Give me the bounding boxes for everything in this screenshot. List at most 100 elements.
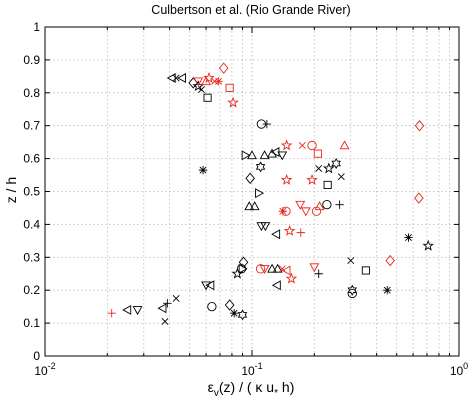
data-point-star — [280, 139, 293, 151]
data-point-tri-down — [132, 306, 143, 316]
data-point-tri-left — [177, 73, 187, 83]
data-point-plus — [314, 269, 323, 278]
data-point-square — [361, 266, 370, 275]
data-point-tri-up — [259, 150, 270, 160]
data-point-tri-up — [267, 263, 278, 273]
x-tick-label: 10-1 — [241, 361, 262, 378]
data-point-asterisk — [404, 233, 413, 242]
data-point-circle — [347, 288, 357, 299]
y-tick-label: 0.5 — [23, 185, 40, 199]
data-point-hexagram — [237, 309, 248, 321]
data-point-tri-right — [255, 188, 265, 199]
y-tick-label: 0.1 — [23, 316, 40, 330]
data-point-tri-down — [309, 263, 320, 273]
data-point-plus — [163, 299, 172, 308]
data-point-x — [197, 86, 205, 93]
data-point-x — [172, 74, 180, 82]
data-point-tri-right — [241, 150, 251, 161]
data-point-star — [231, 267, 244, 279]
data-point-x — [161, 317, 169, 325]
data-point-star — [422, 239, 435, 251]
data-point-tri-left — [271, 280, 281, 291]
data-point-hexagram — [331, 158, 341, 170]
data-point-tri-down — [260, 222, 271, 232]
data-point-asterisk — [214, 77, 223, 86]
y-axis-label: z / h — [3, 177, 19, 203]
data-point-diamond — [414, 192, 424, 204]
x-axis-label: εv(z) / ( κ u* h) — [208, 379, 295, 399]
data-point-x — [337, 173, 345, 181]
data-point-hexagram — [255, 161, 266, 173]
data-point-tri-down — [193, 77, 204, 87]
data-point-tri-down — [277, 151, 288, 161]
data-point-x — [172, 294, 180, 302]
data-point-tri-up — [339, 140, 350, 150]
data-point-circle — [322, 200, 332, 210]
data-point-diamond — [218, 62, 229, 74]
data-point-square — [323, 180, 332, 189]
x-tick-label: 10-2 — [34, 361, 55, 378]
data-point-tri-left — [281, 265, 291, 276]
data-point-tri-up — [247, 150, 257, 160]
y-tick-labels: 0 0.1 0.2 0.3 0.4 0.5 0.6 0.7 0.8 0.9 1 — [23, 20, 40, 363]
data-point-x — [315, 165, 323, 172]
data-point-square — [225, 83, 234, 92]
data-point-circle — [307, 140, 317, 151]
data-point-tri-up — [267, 148, 278, 158]
data-point-tri-left — [271, 229, 281, 240]
data-point-tri-up — [314, 201, 325, 211]
y-tick-label: 0.9 — [23, 53, 40, 67]
data-point-x — [298, 141, 306, 149]
data-point-tri-down — [300, 207, 311, 217]
data-point-asterisk — [278, 207, 288, 216]
plot-frame — [44, 26, 460, 357]
data-point-tri-left — [122, 304, 132, 315]
data-point-asterisk — [229, 309, 239, 318]
data-point-x — [278, 265, 286, 273]
grid-lines — [45, 27, 459, 356]
data-point-tri-up — [249, 201, 260, 211]
y-tick-label: 0.6 — [23, 152, 40, 166]
data-point-plus — [262, 119, 272, 129]
y-tick-label: 0.2 — [23, 283, 40, 297]
data-point-diamond — [245, 172, 255, 185]
data-point-tri-left — [205, 280, 215, 291]
data-point-tri-up — [244, 201, 255, 211]
data-point-star — [285, 272, 298, 284]
data-point-tri-down — [295, 200, 306, 210]
data-point-diamond — [385, 254, 395, 267]
data-point-circle — [207, 301, 217, 312]
data-point-square — [203, 93, 212, 102]
y-tick-label: 0.3 — [23, 250, 40, 264]
data-point-star — [306, 173, 318, 185]
y-tick-label: 0.8 — [23, 86, 40, 100]
data-point-circle — [255, 264, 266, 274]
data-point-asterisk — [383, 286, 392, 295]
data-point-square — [313, 149, 322, 158]
x-tick-label: 100 — [450, 361, 468, 378]
data-point-diamond — [414, 120, 425, 132]
x-tick-labels: 10-2 10-1 100 — [34, 361, 468, 378]
data-point-star — [323, 162, 335, 174]
data-point-hexagram — [347, 284, 358, 296]
data-point-star — [283, 224, 296, 236]
data-point-tri-down — [259, 265, 270, 274]
data-point-asterisk — [198, 165, 208, 175]
data-point-plus — [107, 309, 116, 318]
data-point-diamond — [224, 299, 235, 311]
data-point-star — [280, 173, 293, 185]
chart-title: Culbertson et al. (Rio Grande River) — [151, 3, 350, 17]
data-point-tri-down — [201, 281, 212, 291]
y-tick-label: 0.4 — [23, 217, 40, 231]
data-point-tri-up — [272, 263, 283, 273]
data-points — [107, 62, 435, 325]
data-point-plus — [335, 200, 344, 209]
data-point-circle — [281, 206, 291, 216]
y-tick-label: 1 — [33, 20, 40, 34]
data-point-tri-left — [166, 73, 176, 83]
data-point-tri-left — [157, 303, 167, 314]
y-tick-label: 0 — [33, 349, 40, 363]
data-point-plus — [296, 228, 305, 237]
y-tick-label: 0.7 — [23, 119, 40, 133]
